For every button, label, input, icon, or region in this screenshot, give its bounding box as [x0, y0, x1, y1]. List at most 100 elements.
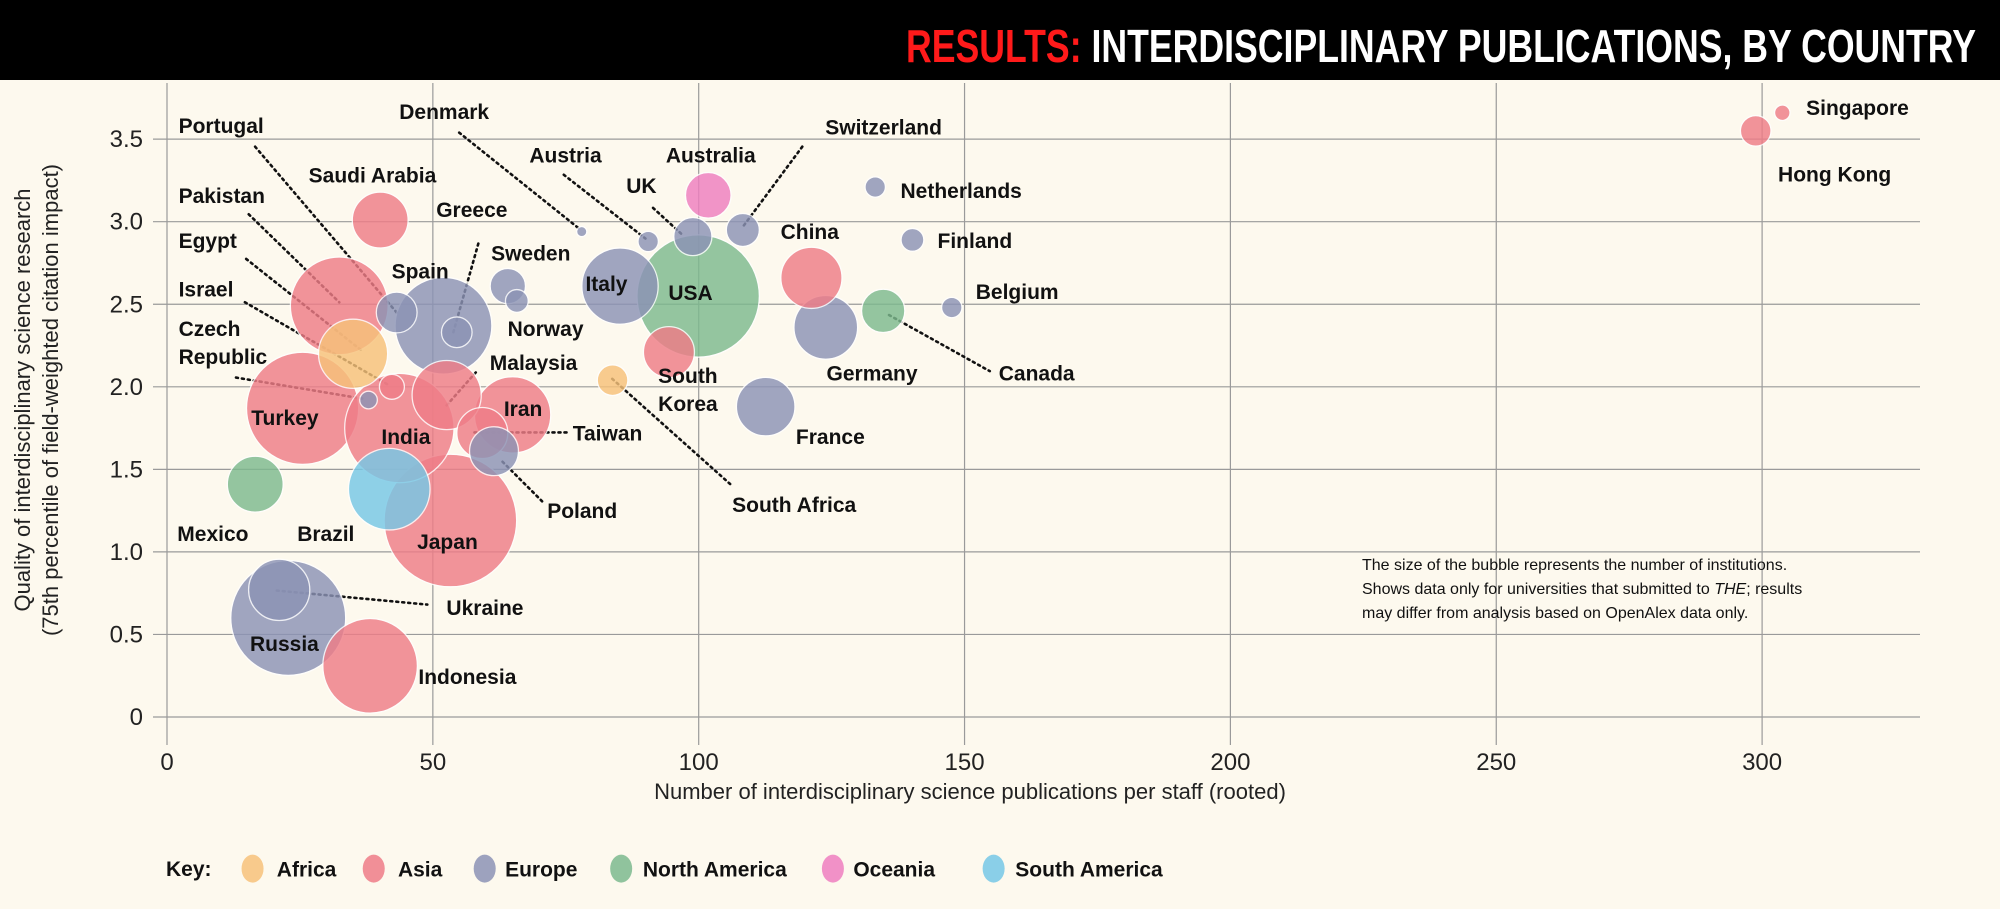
- note-line3: may differ from analysis based on OpenAl…: [1362, 605, 1748, 622]
- label-mexico: Mexico: [177, 523, 248, 546]
- x-tick-label: 0: [160, 749, 173, 776]
- label-uk: UK: [626, 175, 656, 198]
- legend-swatch-south-america: [982, 854, 1005, 883]
- bubble-czech-republic: [359, 390, 378, 410]
- leader-line-switzerland: [742, 145, 804, 228]
- label-malaysia: Malaysia: [490, 352, 578, 375]
- legend-title: Key:: [166, 858, 212, 881]
- axis-ticks: 0 50 100 150 200 250 300 0 0.5 1.0 1.5 2.0 2.5 3.0 3.5: [110, 126, 1782, 776]
- bubble-malaysia: [411, 359, 482, 431]
- footnote: The size of the bubble represents the nu…: [1362, 557, 1802, 622]
- label-austria: Austria: [529, 144, 602, 167]
- bubble-ukraine: [247, 558, 311, 622]
- leader-line-denmark: [457, 131, 582, 231]
- legend-label-europe: Europe: [505, 859, 577, 882]
- label-iran: Iran: [504, 398, 543, 421]
- label-czech-republic: Republic: [179, 346, 268, 369]
- x-tick-label: 100: [679, 749, 719, 776]
- leader-line-canada: [887, 313, 992, 373]
- x-tick-label: 50: [419, 749, 446, 776]
- label-finland: Finland: [938, 230, 1013, 253]
- y-tick-label: 2.5: [110, 291, 143, 318]
- label-portugal: Portugal: [179, 115, 264, 138]
- label-denmark: Denmark: [399, 101, 489, 124]
- label-belgium: Belgium: [976, 281, 1059, 304]
- label-south-korea: Korea: [658, 393, 718, 416]
- title-accent: RESULTS:: [906, 20, 1082, 72]
- bubble-mexico: [226, 455, 284, 513]
- label-netherlands: Netherlands: [901, 180, 1022, 203]
- y-axis-title-line2: (75th percentile of field-weighted citat…: [38, 164, 63, 636]
- note-line2: Shows data only for universities that su…: [1362, 581, 1802, 598]
- bubble-finland: [900, 227, 925, 252]
- y-tick-label: 0.5: [110, 621, 143, 648]
- country-labels: Japan USA Russia Turkey India Spain Pakistan In…: [177, 97, 1909, 689]
- bubble-poland: [468, 426, 520, 477]
- label-canada: Canada: [999, 362, 1075, 385]
- x-tick-label: 150: [945, 749, 985, 776]
- legend-label-africa: Africa: [277, 859, 337, 882]
- bubble-austria: [637, 230, 660, 253]
- label-sweden: Sweden: [491, 243, 570, 266]
- bubble-brazil: [347, 447, 431, 531]
- bubble-italy: [581, 247, 659, 325]
- label-japan: Japan: [417, 531, 478, 554]
- bubble-norway: [504, 288, 529, 314]
- label-indonesia: Indonesia: [418, 666, 516, 689]
- bubble-greece: [440, 316, 473, 349]
- y-tick-label: 3.0: [110, 209, 143, 236]
- leader-line-austria: [562, 173, 647, 240]
- label-greece: Greece: [436, 199, 507, 222]
- label-russia: Russia: [250, 633, 319, 656]
- header-bar: RESULTS: INTERDISCIPLINARY PUBLICATIONS,…: [0, 0, 2000, 80]
- legend: Key: Africa Asia Europe North America Oceani…: [166, 854, 1163, 883]
- x-axis-title: Number of interdisciplinary science publ…: [654, 779, 1286, 804]
- bubble-egypt: [317, 318, 389, 390]
- label-spain: Spain: [392, 260, 449, 283]
- bubble-south-korea: [642, 325, 696, 379]
- bubble-china: [780, 246, 843, 310]
- bubble-denmark: [575, 225, 588, 238]
- legend-label-north-america: North America: [643, 859, 787, 882]
- y-tick-label: 1.0: [110, 539, 143, 566]
- title-rest: INTERDISCIPLINARY PUBLICATIONS, BY COUNT…: [1082, 20, 1976, 72]
- leader-line-uk: [651, 206, 685, 238]
- label-israel: Israel: [179, 278, 234, 301]
- legend-swatch-oceania: [821, 854, 844, 883]
- bubble-uk: [673, 216, 713, 257]
- legend-label-oceania: Oceania: [853, 859, 935, 882]
- label-egypt: Egypt: [179, 230, 237, 253]
- y-tick-label: 2.0: [110, 374, 143, 401]
- legend-label-asia: Asia: [398, 859, 443, 882]
- label-taiwan: Taiwan: [573, 422, 643, 445]
- label-norway: Norway: [508, 318, 584, 341]
- y-tick-label: 1.5: [110, 456, 143, 483]
- bubble-netherlands: [864, 176, 887, 198]
- bubble-france: [735, 376, 796, 437]
- legend-swatch-europe: [473, 854, 496, 883]
- bubble-australia: [684, 171, 732, 219]
- bubble-indonesia: [322, 617, 419, 714]
- y-axis-title-line1: Quality of interdisciplinary science res…: [10, 188, 35, 611]
- label-czech-republic: Czech: [179, 318, 241, 341]
- bubble-canada: [860, 288, 906, 334]
- x-tick-label: 250: [1476, 749, 1516, 776]
- label-switzerland: Switzerland: [825, 116, 942, 139]
- label-pakistan: Pakistan: [179, 185, 265, 208]
- label-south-korea: South: [658, 365, 717, 388]
- bubble-belgium: [940, 296, 963, 319]
- label-australia: Australia: [666, 144, 756, 167]
- note-line1: The size of the bubble represents the nu…: [1362, 557, 1787, 574]
- legend-swatch-north-america: [610, 854, 633, 883]
- bubble-switzerland: [725, 212, 761, 248]
- bubble-singapore: [1773, 104, 1791, 122]
- legend-swatch-asia: [362, 854, 385, 883]
- chart-title: RESULTS: INTERDISCIPLINARY PUBLICATIONS,…: [906, 20, 1976, 72]
- label-poland: Poland: [547, 500, 617, 523]
- label-south-africa: South Africa: [732, 494, 856, 517]
- label-france: France: [796, 426, 865, 449]
- label-germany: Germany: [827, 362, 918, 385]
- label-usa: USA: [668, 282, 712, 305]
- label-saudi-arabia: Saudi Arabia: [309, 165, 437, 188]
